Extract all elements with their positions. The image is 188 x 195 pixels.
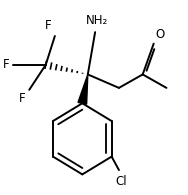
Text: Cl: Cl xyxy=(115,175,127,188)
Text: F: F xyxy=(19,92,26,105)
Text: O: O xyxy=(155,28,165,41)
Text: F: F xyxy=(2,58,9,71)
Polygon shape xyxy=(78,74,88,104)
Text: NH₂: NH₂ xyxy=(86,14,108,27)
Text: F: F xyxy=(45,19,51,32)
